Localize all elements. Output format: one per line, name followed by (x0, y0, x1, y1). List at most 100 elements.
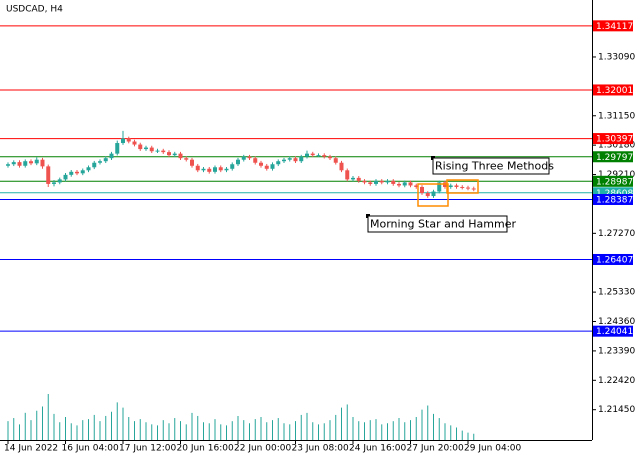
candle-body (362, 180, 367, 183)
candle-body (270, 164, 275, 169)
level-label: 1.28608 (596, 189, 633, 199)
x-tick-label: 20 Jun 16:00 (177, 444, 234, 454)
candle-body (328, 156, 332, 159)
y-tick-label: 1.25330 (598, 288, 635, 298)
candle-body (448, 185, 453, 187)
candle-body (161, 150, 166, 153)
candle-body (34, 159, 39, 164)
level-label: 1.29797 (596, 153, 633, 163)
level-label: 1.24041 (596, 327, 633, 337)
y-tick-label: 1.27270 (598, 229, 635, 239)
candle-body (218, 167, 223, 171)
candle-body (259, 162, 263, 166)
y-tick-label: 1.23390 (598, 346, 635, 356)
candle-body (333, 158, 338, 163)
candle-body (29, 161, 33, 164)
annotation-box (367, 215, 508, 233)
x-tick-label: 16 Jun 04:00 (62, 444, 119, 454)
candle-body (276, 161, 281, 165)
candle-body (52, 182, 56, 184)
x-tick-label: 27 Jun 20:00 (407, 444, 464, 454)
level-label-bg (593, 253, 633, 265)
candle-body (126, 138, 131, 142)
candle-body (11, 162, 16, 165)
candle-body (454, 185, 459, 187)
x-tick-label: 17 Jun 12:00 (119, 444, 176, 454)
y-tick-label: 1.33090 (598, 52, 635, 62)
y-tick-label: 1.22420 (598, 376, 635, 386)
chart-title: USDCAD, H4 (6, 5, 63, 15)
annotation: Rising Three Methods (435, 160, 554, 173)
annotation-box (432, 157, 550, 175)
candle-body (121, 138, 125, 144)
x-tick-label: 23 Jun 08:00 (292, 444, 349, 454)
level-label: 1.28387 (596, 195, 633, 205)
candle-body (115, 143, 120, 154)
candle-body (17, 162, 22, 166)
candle-body (184, 158, 189, 160)
candle-body (431, 191, 436, 197)
candle-body (80, 170, 85, 174)
level-label: 1.28987 (596, 177, 633, 187)
candle-body (69, 171, 74, 175)
candle-body (132, 141, 137, 145)
candle-body (241, 156, 246, 160)
candle-body (397, 183, 401, 186)
candle-body (98, 161, 102, 163)
candle-body (103, 158, 108, 162)
candle-body (322, 155, 327, 157)
candle-body (178, 153, 183, 159)
candle-body (23, 161, 28, 166)
candle-body (6, 164, 10, 166)
candle-body (253, 158, 258, 163)
y-tick-label: 1.29210 (598, 170, 635, 180)
y-tick-label: 1.30180 (598, 141, 635, 151)
candle-body (345, 170, 350, 180)
candle-body (420, 186, 424, 194)
level-label: 1.34117 (596, 22, 633, 32)
candle-body (391, 180, 396, 184)
level-label-bg (593, 20, 633, 32)
candle-body (316, 155, 321, 157)
candle-body (155, 150, 160, 152)
level-label-bg (593, 325, 633, 337)
candle-body (264, 165, 269, 169)
level-label-bg (593, 193, 633, 205)
candle-body (305, 153, 309, 157)
candle-body (414, 185, 419, 187)
candle-body (207, 168, 212, 172)
level-label-bg (593, 84, 633, 96)
candle-body (379, 180, 384, 183)
level-label-bg (593, 151, 633, 163)
level-label: 1.26407 (596, 255, 633, 265)
candle-body (368, 182, 373, 184)
pattern-box (417, 183, 449, 207)
candle-body (466, 187, 470, 189)
candle-body (356, 177, 361, 181)
candle-body (195, 165, 200, 171)
level-label: 1.30397 (596, 135, 633, 145)
candle-body (293, 158, 298, 162)
candle-body (437, 182, 442, 192)
candle-body (172, 153, 177, 156)
level-label-bg (593, 187, 633, 199)
y-tick-label: 1.31150 (598, 111, 635, 121)
candle-body (339, 162, 344, 171)
level-label: 1.32001 (596, 86, 633, 96)
candle-body (92, 162, 97, 168)
candle-body (57, 179, 62, 183)
candle-body (138, 144, 143, 150)
candle-body (224, 168, 229, 171)
x-tick-label: 22 Jun 00:00 (234, 444, 291, 454)
candle-body (144, 147, 148, 150)
pattern-box (446, 179, 479, 194)
candle-body (402, 182, 407, 186)
candle-body (75, 171, 79, 174)
candle-body (167, 152, 171, 156)
level-label-bg (593, 175, 633, 187)
candle-body (374, 180, 378, 184)
candle-body (63, 174, 68, 180)
x-tick-label: 14 Jun 2022 (4, 444, 58, 454)
candle-body (46, 166, 51, 184)
candle-body (149, 147, 154, 152)
